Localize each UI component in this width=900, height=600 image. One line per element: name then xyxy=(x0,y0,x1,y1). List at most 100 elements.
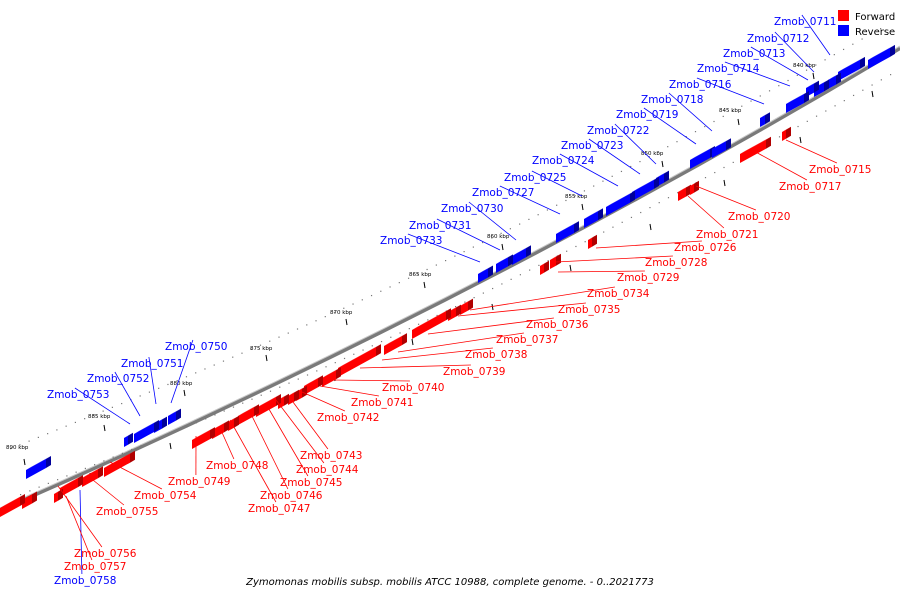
reverse-gene-label-leader xyxy=(531,170,583,197)
minor-tick xyxy=(93,414,95,416)
forward-gene-block-top xyxy=(678,184,691,192)
reverse-gene-label-leader xyxy=(774,31,815,73)
forward-gene-label-leader xyxy=(751,149,808,181)
forward-gene-label: Zmob_0737 xyxy=(496,334,558,346)
reverse-gene-block-front xyxy=(828,75,836,89)
scale-label: 855 kbp xyxy=(565,194,588,200)
minor-tick xyxy=(704,177,707,179)
forward-gene-block-side xyxy=(276,394,281,406)
minor-tick xyxy=(353,353,355,355)
minor-tick xyxy=(371,345,373,347)
minor-tick xyxy=(167,383,169,386)
minor-tick xyxy=(399,332,401,334)
reverse-gene-block xyxy=(496,254,513,273)
reverse-gene-label: Zmob_0731 xyxy=(409,220,471,232)
reverse-gene-block xyxy=(760,112,770,127)
minor-tick xyxy=(186,426,188,428)
forward-gene-block-side xyxy=(556,253,561,266)
forward-gene-block-top xyxy=(322,367,341,378)
reverse-gene-label-leader xyxy=(436,218,501,251)
major-tick xyxy=(23,458,26,466)
minor-tick xyxy=(454,255,456,257)
reverse-gene-block xyxy=(556,221,579,243)
scale-label: 875 kbp xyxy=(250,346,273,352)
forward-gene-block-side xyxy=(302,385,307,398)
genome-caption: Zymomonas mobilis subsp. mobilis ATCC 10… xyxy=(246,577,654,588)
reverse-gene-block-side xyxy=(726,138,731,151)
forward-gene-block-front xyxy=(588,237,592,249)
forward-gene-block-top xyxy=(0,494,25,508)
major-tick xyxy=(423,281,426,289)
minor-tick xyxy=(611,175,613,177)
reverse-gene-label: Zmob_0750 xyxy=(165,341,227,353)
major-tick xyxy=(649,223,652,231)
minor-tick xyxy=(103,460,105,462)
reverse-gene-label: Zmob_0727 xyxy=(472,187,534,199)
minor-tick xyxy=(500,232,502,234)
minor-tick xyxy=(361,299,363,301)
reverse-gene-label: Zmob_0725 xyxy=(504,172,566,184)
forward-gene-block xyxy=(588,234,597,249)
scale-label: 885 kbp xyxy=(88,414,111,420)
minor-tick xyxy=(279,386,281,388)
minor-tick xyxy=(492,287,494,290)
minor-tick xyxy=(806,120,808,122)
major-tick xyxy=(737,118,740,126)
reverse-gene-label-leader xyxy=(74,387,131,425)
minor-tick xyxy=(759,95,761,97)
minor-tick xyxy=(205,418,207,420)
minor-tick xyxy=(778,136,781,138)
forward-gene-block xyxy=(322,367,341,387)
scale-label: 845 kbp xyxy=(719,108,742,114)
reverse-gene-block-top xyxy=(478,265,493,274)
minor-tick xyxy=(482,292,484,294)
minor-tick xyxy=(639,160,641,163)
reverse-gene-label: Zmob_0713 xyxy=(723,48,785,60)
reverse-gene-block xyxy=(134,420,159,443)
forward-gene-block xyxy=(460,298,473,315)
reverse-gene-label: Zmob_0718 xyxy=(641,94,703,106)
reverse-gene-block-front xyxy=(760,115,765,127)
major-tick xyxy=(871,90,874,98)
forward-gene-block-front xyxy=(384,336,402,355)
reverse-gene-block-top xyxy=(632,176,659,192)
reverse-gene-block-top xyxy=(168,408,181,416)
reverse-gene-block-side xyxy=(804,91,809,104)
minor-tick xyxy=(74,421,76,424)
minor-tick xyxy=(195,422,198,424)
forward-gene-block xyxy=(550,253,561,269)
minor-tick xyxy=(251,398,253,400)
minor-tick xyxy=(407,277,410,279)
forward-gene-block-top xyxy=(460,298,473,306)
reverse-gene-label-leader xyxy=(148,356,157,405)
reverse-gene-block-side xyxy=(824,79,829,92)
forward-gene-label-leader xyxy=(333,379,410,382)
minor-tick xyxy=(370,294,373,297)
reverse-gene-block-top xyxy=(134,420,159,434)
legend-label-forward: Forward xyxy=(855,12,896,23)
reverse-gene-block xyxy=(712,138,731,158)
minor-tick xyxy=(565,199,567,202)
scale-label: 860 kbp xyxy=(487,234,510,240)
minor-tick xyxy=(20,494,22,496)
forward-gene-block-top xyxy=(60,475,83,488)
forward-gene-label: Zmob_0726 xyxy=(674,242,737,254)
minor-tick xyxy=(296,328,299,330)
forward-gene-block xyxy=(540,260,549,275)
reverse-gene-block-front xyxy=(134,423,154,443)
minor-tick xyxy=(177,429,179,432)
reverse-gene-block-front xyxy=(814,82,824,97)
minor-tick xyxy=(676,141,678,143)
reverse-gene-label-leader xyxy=(668,92,713,132)
minor-tick xyxy=(473,297,475,299)
major-tick xyxy=(411,338,414,346)
forward-gene-label: Zmob_0740 xyxy=(382,382,444,394)
scale-label: 870 kbp xyxy=(330,310,353,316)
minor-tick xyxy=(834,105,836,107)
forward-gene-block-side xyxy=(78,475,83,488)
minor-tick xyxy=(111,406,114,408)
reverse-gene-label-leader xyxy=(801,14,831,56)
reverse-gene-label-leader xyxy=(114,371,141,417)
forward-gene-label-leader xyxy=(695,185,757,211)
forward-gene-label: Zmob_0720 xyxy=(728,211,790,223)
